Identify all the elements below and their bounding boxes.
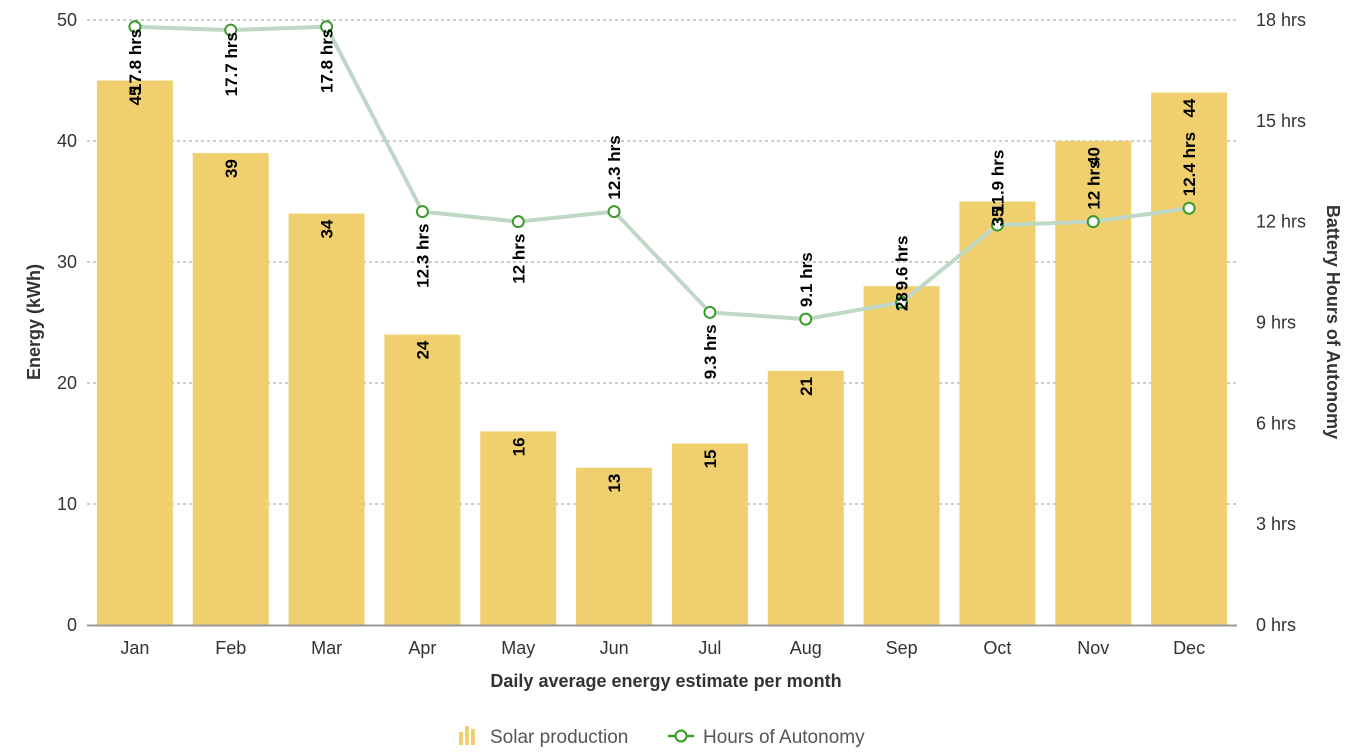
bar-data-label: 39: [222, 159, 241, 178]
legend-label-hours-of-autonomy: Hours of Autonomy: [703, 727, 865, 748]
bar-mar[interactable]: [288, 213, 365, 625]
line-data-label: 12 hrs: [1084, 160, 1103, 210]
line-data-label: 11.9 hrs: [988, 150, 1007, 213]
y-axis-title-left: Energy (kWh): [24, 264, 44, 380]
line-data-label: 9.6 hrs: [893, 236, 912, 291]
bar-series-solar-production: [96, 80, 1228, 626]
bar-nov[interactable]: [1055, 141, 1132, 625]
y-tick-label-left: 10: [57, 494, 77, 514]
autonomy-point-dec[interactable]: [1182, 201, 1196, 215]
bar-sep[interactable]: [863, 286, 940, 625]
line-data-label: 17.8 hrs: [126, 29, 145, 93]
x-tick-label: Oct: [983, 638, 1011, 658]
line-data-label: 12.3 hrs: [413, 224, 432, 288]
line-data-label: 12.3 hrs: [605, 135, 624, 199]
x-tick-label: Dec: [1173, 638, 1205, 658]
x-tick-label: Apr: [408, 638, 436, 658]
x-tick-label: Jan: [120, 638, 149, 658]
line-data-label: 17.7 hrs: [222, 32, 241, 96]
bar-may[interactable]: [480, 431, 557, 625]
y-tick-label-left: 30: [57, 252, 77, 272]
y-tick-label-right: 3 hrs: [1256, 514, 1296, 534]
line-data-label: 9.1 hrs: [797, 252, 816, 307]
bar-data-label: 34: [318, 219, 337, 238]
bar-data-label: 15: [701, 450, 720, 469]
x-axis-title: Daily average energy estimate per month: [490, 671, 841, 691]
x-tick-label: Mar: [311, 638, 342, 658]
y-tick-label-right: 18 hrs: [1256, 10, 1306, 30]
bar-data-label: 45: [126, 87, 145, 106]
x-tick-label: Aug: [790, 638, 822, 658]
bar-data-label: 21: [797, 377, 816, 396]
bar-jun[interactable]: [576, 467, 653, 625]
bar-data-label: 24: [413, 340, 432, 359]
autonomy-point-apr[interactable]: [415, 205, 429, 219]
bar-dec[interactable]: [1151, 92, 1228, 626]
bar-feb[interactable]: [192, 153, 269, 625]
bar-aug[interactable]: [767, 370, 844, 625]
y-tick-label-right: 0 hrs: [1256, 615, 1296, 635]
autonomy-point-feb[interactable]: [224, 23, 238, 37]
autonomy-point-sep[interactable]: [895, 295, 909, 309]
x-tick-label: Sep: [886, 638, 918, 658]
bar-data-label: 35: [988, 208, 1007, 227]
y-tick-label-right: 6 hrs: [1256, 413, 1296, 433]
line-series-hours-of-autonomy: [128, 20, 1196, 326]
x-tick-label: Feb: [215, 638, 246, 658]
bar-jul[interactable]: [671, 443, 748, 626]
autonomy-point-may[interactable]: [511, 215, 525, 229]
y-tick-label-right: 12 hrs: [1256, 212, 1306, 232]
y-tick-label-right: 9 hrs: [1256, 313, 1296, 333]
autonomy-point-aug[interactable]: [799, 312, 813, 326]
legend-item-hours-of-autonomy[interactable]: Hours of Autonomy: [668, 727, 865, 748]
autonomy-line: [132, 24, 1192, 322]
bar-data-label: 28: [893, 292, 912, 311]
line-data-label: 12 hrs: [509, 234, 528, 284]
bar-data-label: 44: [1180, 98, 1199, 117]
x-tick-label: Nov: [1077, 638, 1109, 658]
autonomy-point-nov[interactable]: [1086, 215, 1100, 229]
bar-data-label: 40: [1084, 147, 1103, 166]
autonomy-point-jun[interactable]: [607, 205, 621, 219]
autonomy-point-jul[interactable]: [703, 305, 717, 319]
legend-label-solar-production: Solar production: [490, 727, 628, 748]
y-tick-label-left: 0: [67, 615, 77, 635]
line-marker-icon: [668, 729, 694, 743]
x-tick-label: Jul: [698, 638, 721, 658]
autonomy-point-oct[interactable]: [990, 218, 1004, 232]
x-tick-label: Jun: [600, 638, 629, 658]
line-data-label: 9.3 hrs: [701, 324, 720, 379]
x-tick-label: May: [501, 638, 535, 658]
bar-data-label: 13: [605, 474, 624, 493]
y-tick-label-right: 15 hrs: [1256, 111, 1306, 131]
line-data-label: 12.4 hrs: [1180, 132, 1199, 196]
bar-oct[interactable]: [959, 201, 1036, 626]
bar-apr[interactable]: [384, 334, 461, 625]
autonomy-point-mar[interactable]: [320, 20, 334, 34]
autonomy-point-jan[interactable]: [128, 20, 142, 34]
bar-chart-icon: [459, 726, 475, 745]
bar-data-label: 16: [509, 437, 528, 456]
y-tick-label-left: 20: [57, 373, 77, 393]
bar-jan[interactable]: [96, 80, 173, 626]
y-tick-label-left: 40: [57, 131, 77, 151]
legend: Solar production Hours of Autonomy: [459, 726, 865, 748]
line-data-label: 17.8 hrs: [318, 29, 337, 93]
y-axis-title-right: Battery Hours of Autonomy: [1323, 205, 1343, 439]
y-tick-label-left: 50: [57, 10, 77, 30]
legend-item-solar-production[interactable]: Solar production: [459, 726, 628, 748]
data-labels: 45 39 34 24 16 13 15 21 28 35 40 44 17.8 hrs 17.7 hrs…: [126, 29, 1199, 493]
axes: 0 10 20 30 40 50 0 hrs 3 hrs 6 hrs 9 hrs 12 hrs 15 …: [57, 10, 1306, 658]
